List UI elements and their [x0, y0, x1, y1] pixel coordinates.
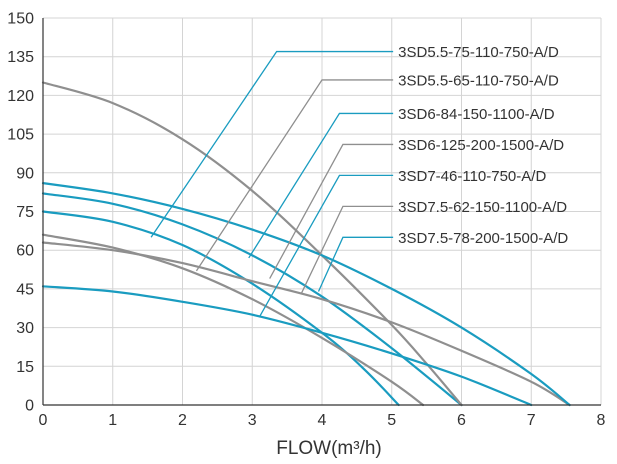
legend-label: 3SD7-46-110-750-A/D [398, 168, 546, 185]
label-leaders [150, 50, 394, 318]
x-tick-label: 6 [457, 412, 466, 429]
y-tick-label: 15 [16, 359, 34, 376]
pump-curves [41, 81, 571, 407]
x-tick-label: 5 [387, 412, 396, 429]
series-line [41, 81, 463, 407]
y-tick-label: 45 [16, 281, 34, 298]
series-line [41, 285, 533, 407]
label-leader [300, 205, 394, 295]
legend-label: 3SD7.5-62-150-1100-A/D [398, 199, 567, 216]
y-tick-label: 0 [25, 398, 34, 415]
x-tick-label: 3 [248, 412, 257, 429]
x-tick-label: 7 [527, 412, 536, 429]
legend-label: 3SD5.5-75-110-750-A/D [398, 44, 559, 61]
y-tick-label: 75 [16, 204, 34, 221]
y-tick-label: 30 [16, 320, 34, 337]
legend-label: 3SD7.5-78-200-1500-A/D [398, 230, 568, 247]
y-tick-label: 120 [7, 88, 34, 105]
x-tick-label: 2 [178, 412, 187, 429]
x-tick-label: 8 [597, 412, 606, 429]
y-tick-label: 105 [7, 127, 34, 144]
series-line [41, 192, 463, 407]
legend-labels: 3SD5.5-75-110-750-A/D 3SD5.5-65-110-750-A… [398, 44, 568, 247]
series-line [41, 210, 400, 407]
series-line [41, 233, 425, 407]
label-leader [317, 236, 394, 292]
legend-label: 3SD5.5-65-110-750-A/D [398, 72, 559, 89]
y-tick-label: 60 [16, 243, 34, 260]
series-line [41, 241, 571, 407]
label-leader [258, 174, 394, 318]
series-line [41, 182, 571, 407]
label-leader [150, 50, 394, 238]
y-tick-label: 90 [16, 165, 34, 182]
y-tick-label: 135 [7, 49, 34, 66]
label-leader [195, 79, 394, 272]
legend-label: 3SD6-84-150-1100-A/D [398, 106, 555, 123]
label-leader [269, 143, 394, 279]
x-tick-label: 1 [108, 412, 117, 429]
label-leader [248, 112, 394, 259]
x-tick-label: 0 [39, 412, 48, 429]
x-tick-label: 4 [318, 412, 327, 429]
x-axis-title: FLOW(m³/h) [276, 438, 382, 459]
y-tick-label: 150 [7, 11, 34, 28]
legend-label: 3SD6-125-200-1500-A/D [398, 137, 564, 154]
